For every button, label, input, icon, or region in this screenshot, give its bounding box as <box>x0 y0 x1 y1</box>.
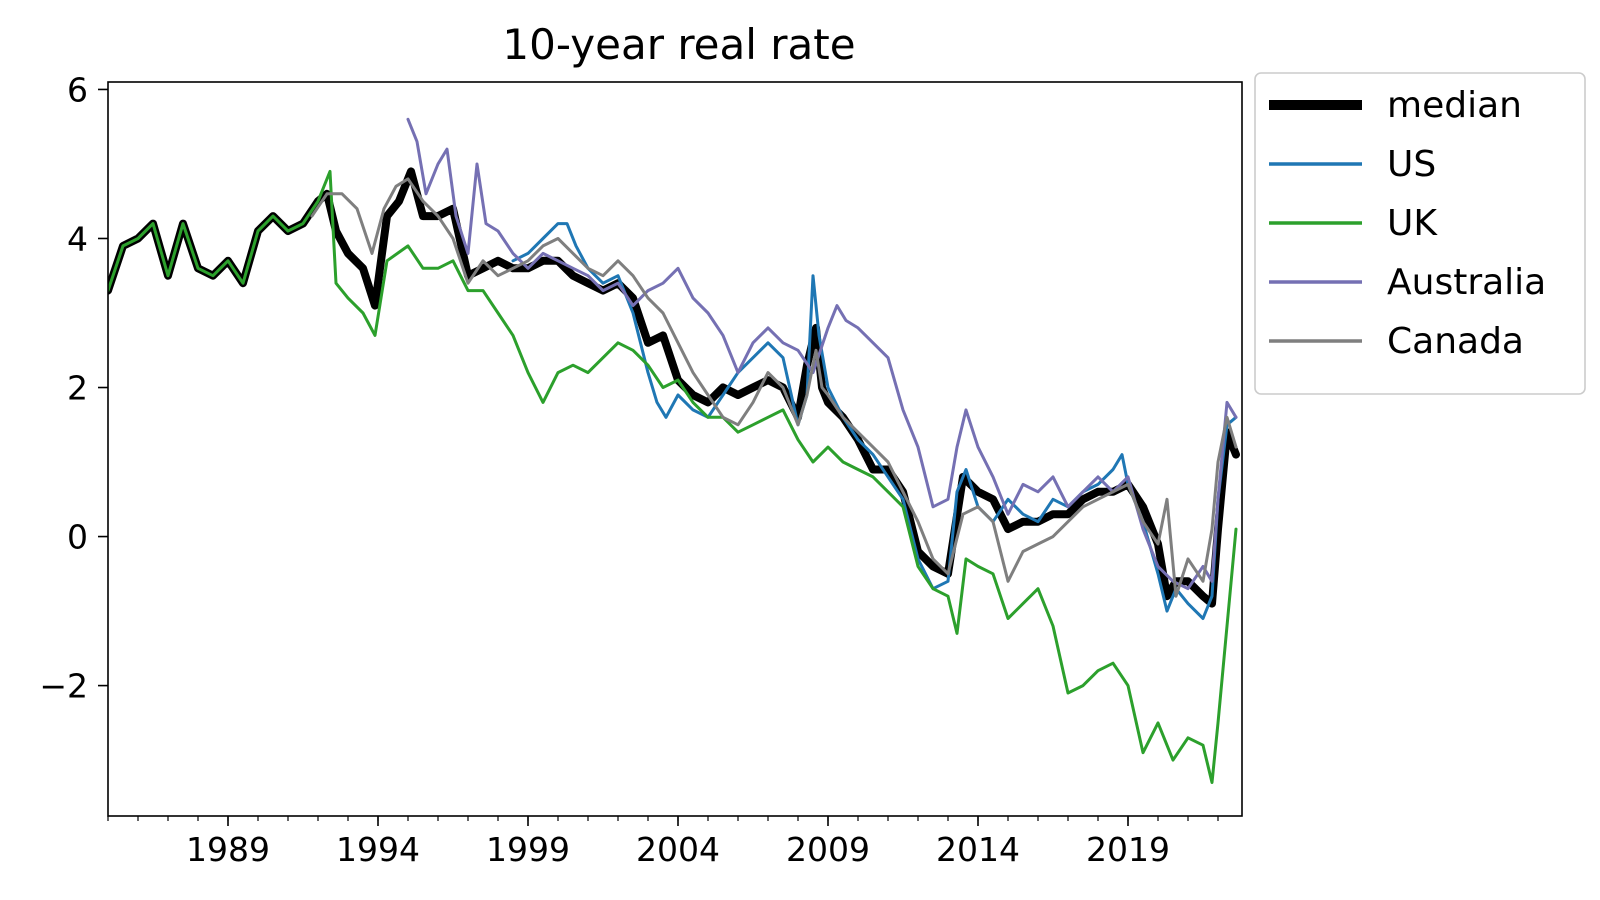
y-axis: −2 0 2 4 6 <box>39 70 108 706</box>
legend-label-canada: Canada <box>1387 321 1524 362</box>
series-layer <box>108 117 1240 784</box>
series-line-uk <box>108 169 1238 784</box>
legend-label-uk: UK <box>1387 203 1438 244</box>
legend-label-median: median <box>1387 85 1522 126</box>
y-tick-label: 6 <box>67 70 88 109</box>
plot-frame <box>107 81 1243 817</box>
series-line-canada <box>310 177 1238 598</box>
y-tick-label: −2 <box>39 667 88 706</box>
y-tick-label: 2 <box>67 369 88 408</box>
chart-title: 10-year real rate <box>502 20 855 69</box>
x-tick-label: 2009 <box>786 830 870 869</box>
series-line-australia <box>406 117 1238 591</box>
y-tick-label: 4 <box>67 219 88 258</box>
legend-label-australia: Australia <box>1387 262 1546 303</box>
legend-label-us: US <box>1387 144 1436 185</box>
legend: median US UK Australia Canada <box>1254 72 1586 395</box>
x-tick-label: 1989 <box>186 830 270 869</box>
x-tick-label: 1999 <box>486 830 570 869</box>
legend-box <box>1254 72 1586 395</box>
x-tick-label: 2019 <box>1086 830 1170 869</box>
x-axis: 1989 1994 1999 2004 2009 2014 2019 <box>107 816 1219 869</box>
x-tick-label: 2004 <box>636 830 720 869</box>
x-tick-label: 2014 <box>936 830 1020 869</box>
x-tick-label: 1994 <box>336 830 420 869</box>
y-tick-label: 0 <box>67 518 88 557</box>
